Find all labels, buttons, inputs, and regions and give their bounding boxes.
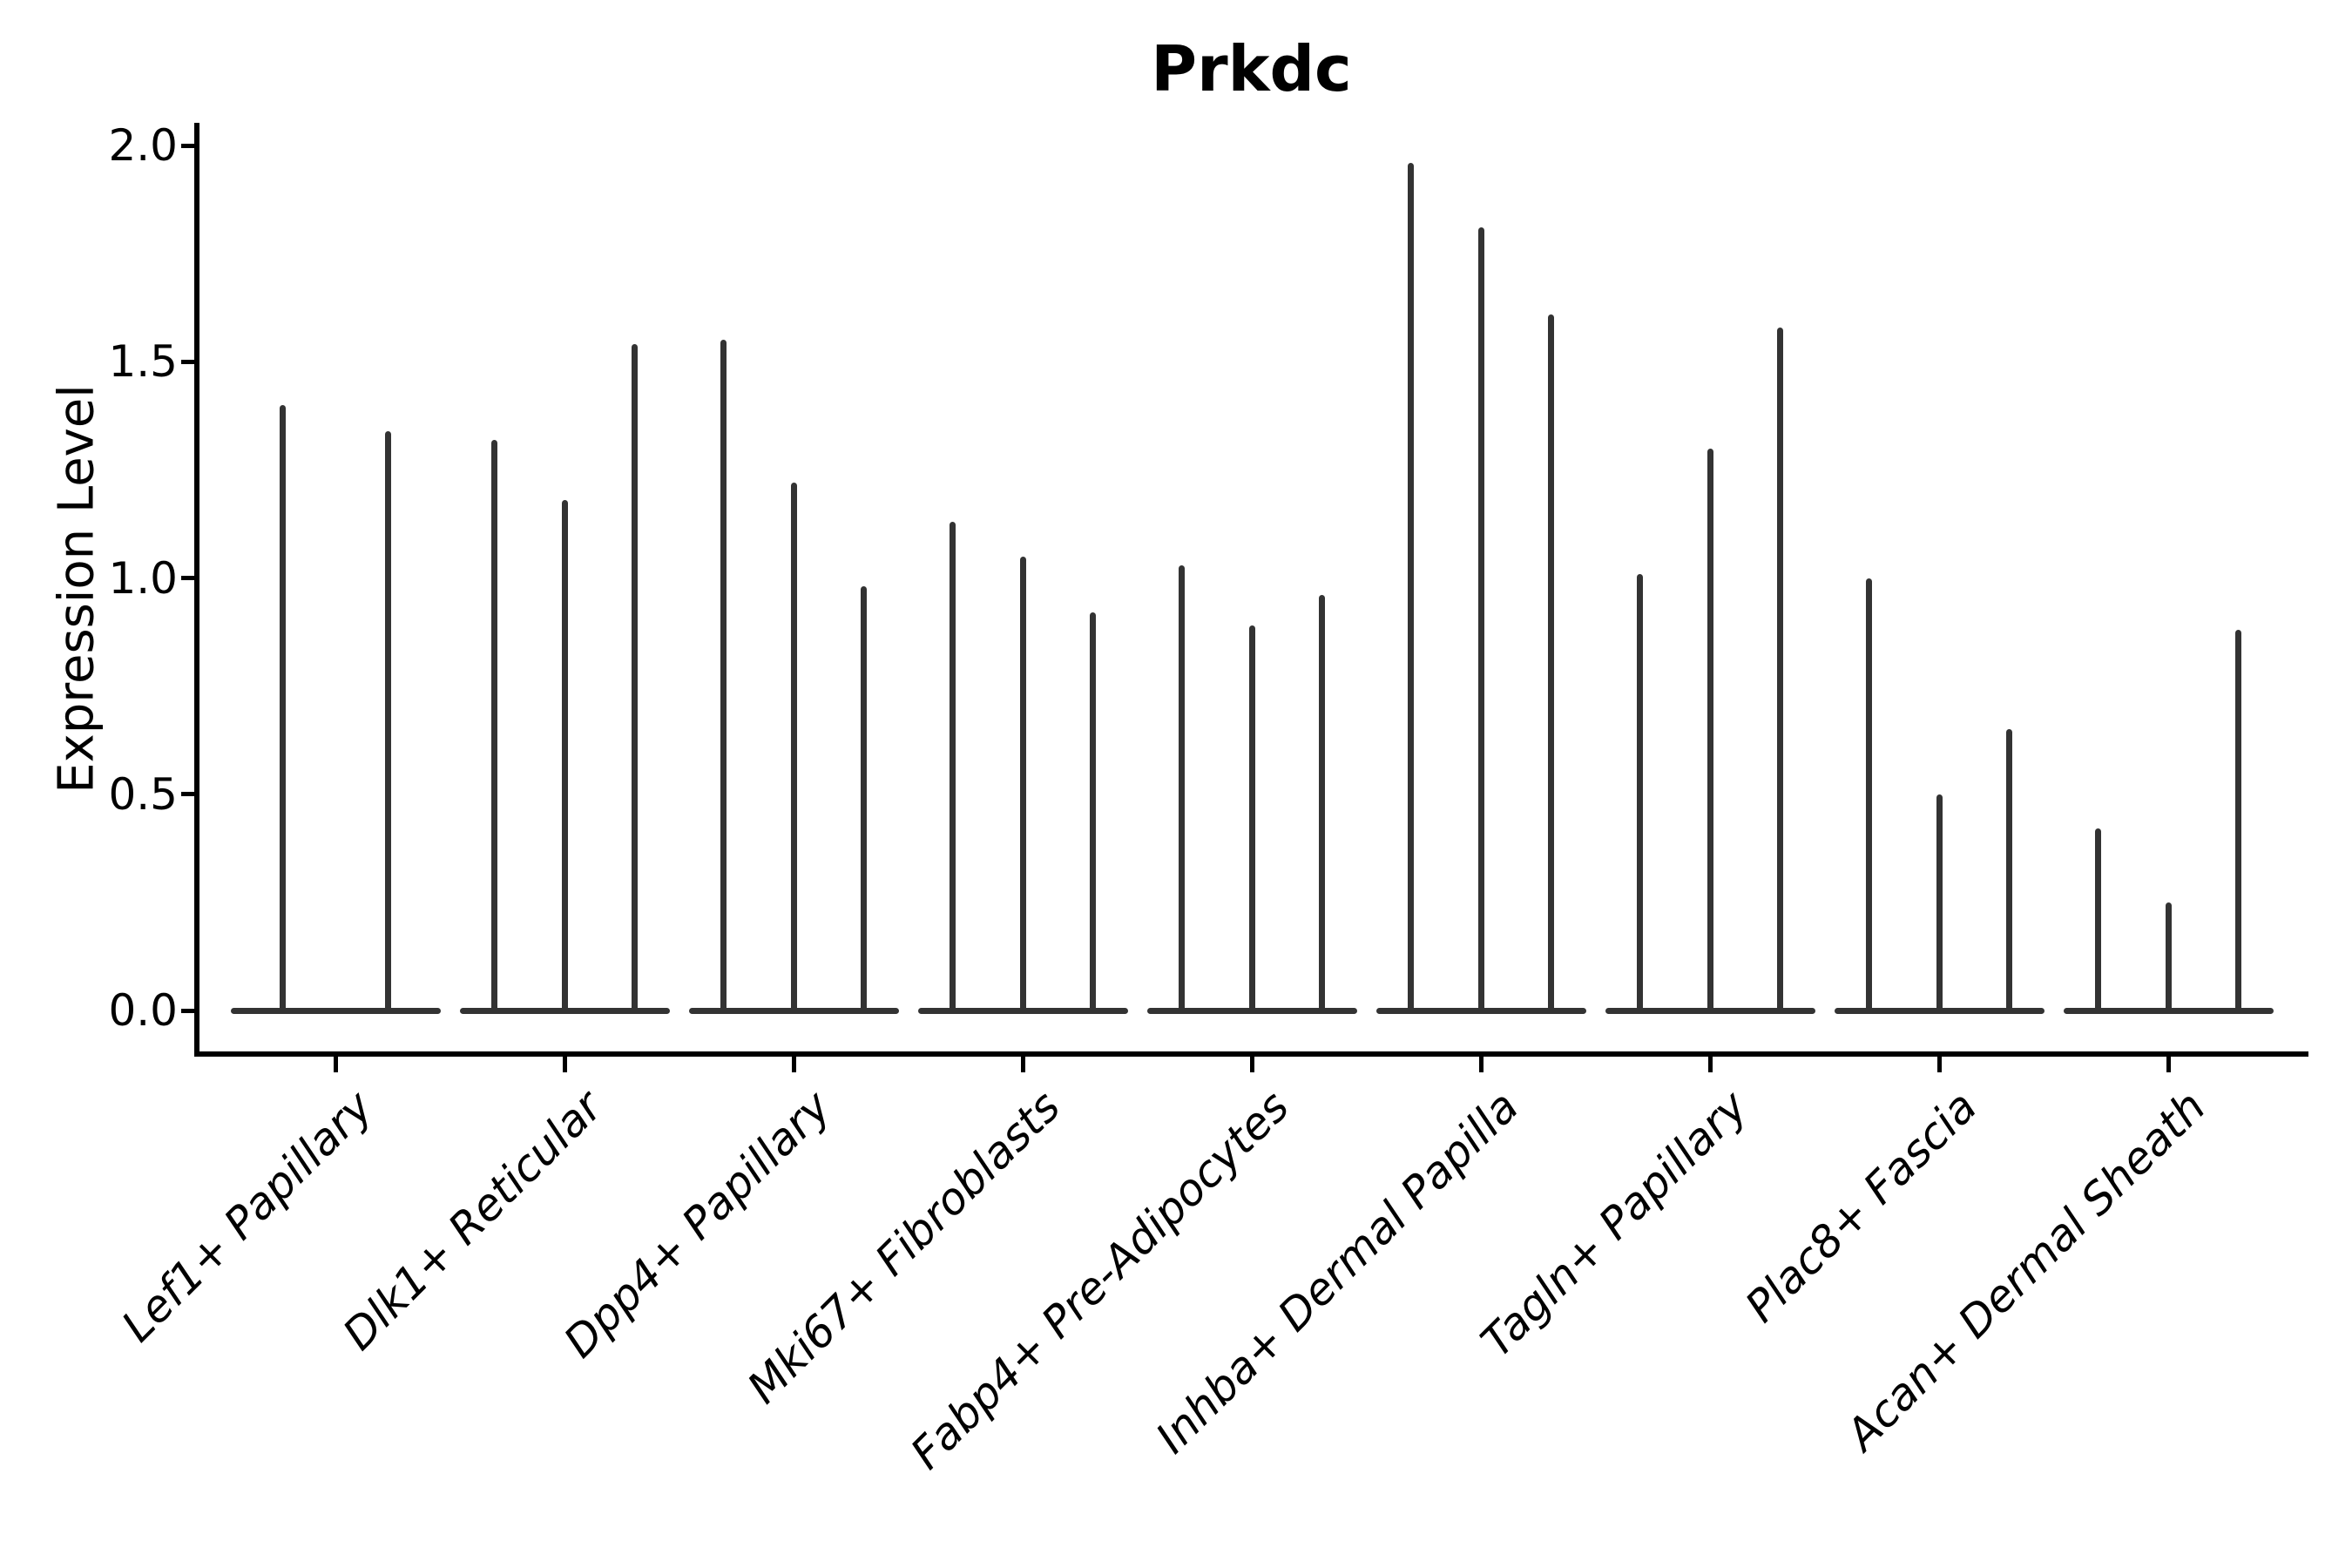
violin-spike (1776, 327, 1783, 1014)
violin-spike (1408, 162, 1415, 1014)
violin-spike (860, 586, 867, 1014)
y-tick-mark (181, 143, 194, 148)
violin-spike (1936, 794, 1943, 1014)
plot-title: Prkdc (1151, 32, 1352, 105)
y-tick-label: 1.5 (108, 336, 178, 388)
violin-spike (1089, 612, 1096, 1014)
violin-spike (1318, 595, 1325, 1014)
violin-spike (1248, 625, 1255, 1014)
violin-spike (1477, 227, 1484, 1014)
violin-spike (950, 521, 956, 1014)
x-tick-mark (2166, 1057, 2171, 1072)
violin-spike (1019, 556, 1026, 1014)
x-tick-mark (1707, 1057, 1713, 1072)
violin-spike (1866, 578, 1873, 1014)
violin-spike (561, 500, 568, 1014)
y-tick-label: 0.0 (108, 985, 178, 1036)
violin-spike (384, 430, 391, 1014)
x-tick-mark (1020, 1057, 1025, 1072)
x-tick-label: Fabp4+ Pre-Adipocytes (901, 1081, 1300, 1479)
x-axis-spine (194, 1051, 2308, 1057)
y-tick-mark (181, 1008, 194, 1013)
x-tick-label: Lef1+ Papillary (112, 1081, 383, 1352)
violin-spike (2095, 828, 2102, 1014)
y-tick-mark (181, 792, 194, 797)
violin-spike (2165, 902, 2172, 1014)
violin-spike (1707, 448, 1713, 1014)
violin-spike (631, 344, 638, 1014)
x-tick-label: Plac8+ Fascia (1735, 1081, 1987, 1333)
violin-spike (1637, 573, 1644, 1014)
x-tick-mark (1478, 1057, 1484, 1072)
violin-spike (790, 483, 797, 1014)
violin-spike (1547, 314, 1554, 1014)
violin-spike (491, 439, 498, 1014)
x-tick-mark (791, 1057, 796, 1072)
x-tick-mark (1936, 1057, 1942, 1072)
y-tick-label: 1.0 (108, 552, 178, 604)
violin-spike (720, 340, 727, 1014)
y-tick-mark (181, 359, 194, 364)
x-tick-mark (562, 1057, 567, 1072)
y-tick-label: 0.5 (108, 768, 178, 820)
violin-spike (280, 404, 287, 1014)
violin-spike (2005, 729, 2012, 1014)
x-tick-mark (1249, 1057, 1254, 1072)
y-axis-spine (194, 123, 199, 1057)
violin-spike (1179, 564, 1186, 1014)
violin-baseline (230, 1007, 441, 1014)
y-tick-label: 2.0 (108, 120, 178, 171)
x-tick-mark (333, 1057, 338, 1072)
violin-spike (2234, 630, 2241, 1014)
y-tick-mark (181, 576, 194, 580)
